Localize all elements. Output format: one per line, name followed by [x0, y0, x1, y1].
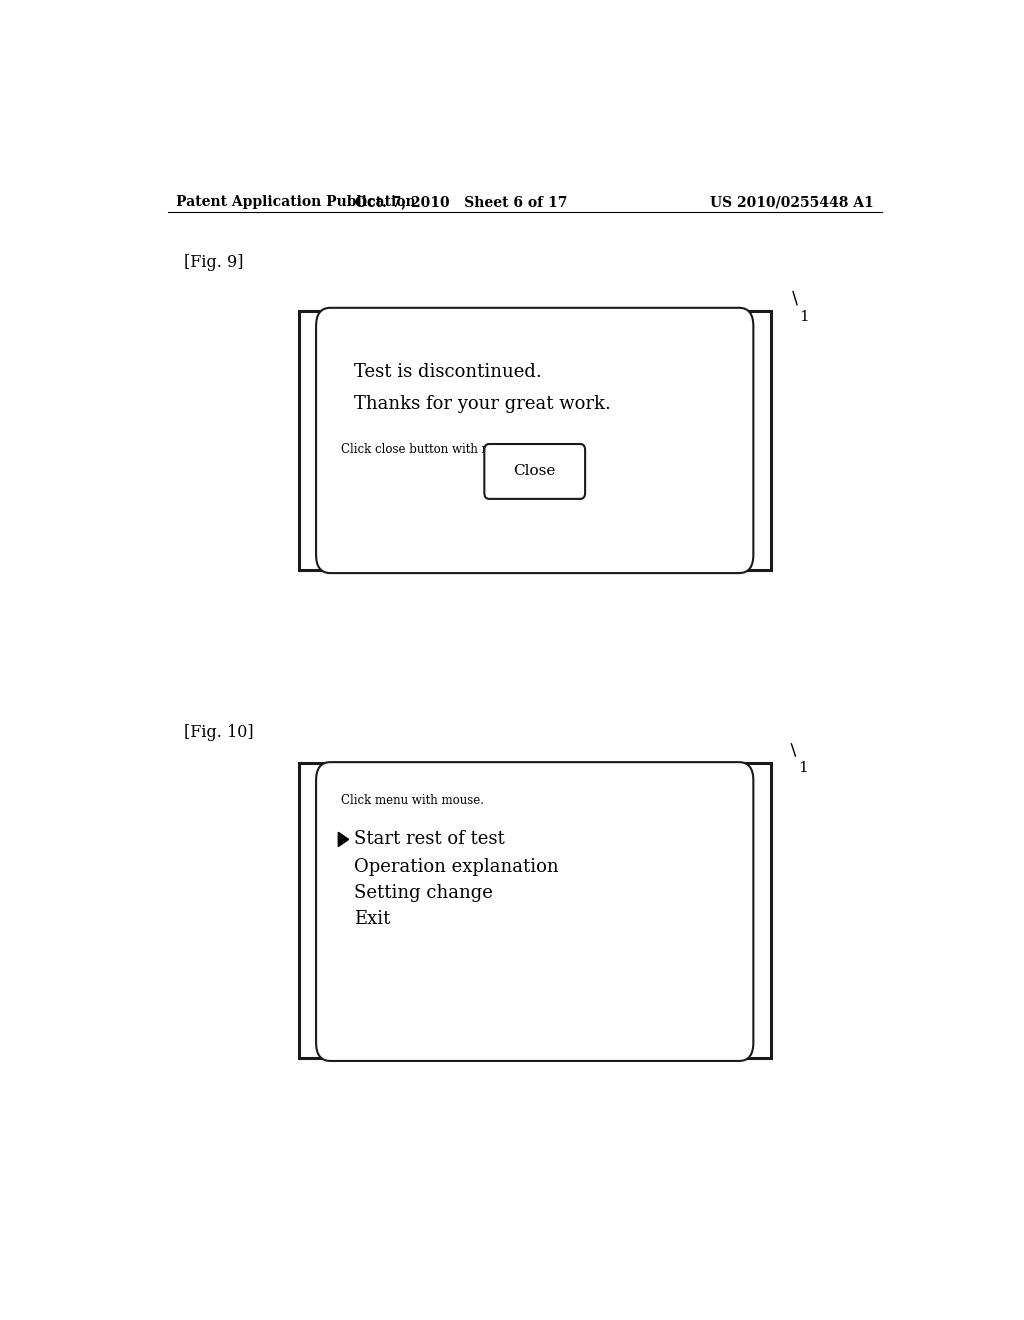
- Polygon shape: [338, 833, 348, 846]
- Text: Exit: Exit: [354, 909, 390, 928]
- Text: 1: 1: [800, 310, 809, 323]
- Text: 1: 1: [798, 762, 808, 775]
- Text: [Fig. 10]: [Fig. 10]: [183, 725, 253, 741]
- Text: Patent Application Publication: Patent Application Publication: [176, 195, 416, 209]
- FancyBboxPatch shape: [299, 312, 771, 570]
- Text: [Fig. 9]: [Fig. 9]: [183, 253, 243, 271]
- Text: Thanks for your great work.: Thanks for your great work.: [354, 396, 611, 413]
- Text: Click menu with mouse.: Click menu with mouse.: [341, 795, 483, 808]
- FancyBboxPatch shape: [316, 762, 754, 1061]
- Text: Start rest of test: Start rest of test: [354, 830, 505, 849]
- Text: Setting change: Setting change: [354, 884, 493, 903]
- Text: US 2010/0255448 A1: US 2010/0255448 A1: [711, 195, 873, 209]
- Text: Oct. 7, 2010   Sheet 6 of 17: Oct. 7, 2010 Sheet 6 of 17: [355, 195, 567, 209]
- FancyBboxPatch shape: [299, 763, 771, 1057]
- Text: Close: Close: [513, 465, 556, 478]
- FancyBboxPatch shape: [484, 444, 585, 499]
- Text: Test is discontinued.: Test is discontinued.: [354, 363, 542, 381]
- Text: Operation explanation: Operation explanation: [354, 858, 559, 876]
- FancyBboxPatch shape: [316, 308, 754, 573]
- Text: Click close button with mouse.: Click close button with mouse.: [341, 442, 524, 455]
